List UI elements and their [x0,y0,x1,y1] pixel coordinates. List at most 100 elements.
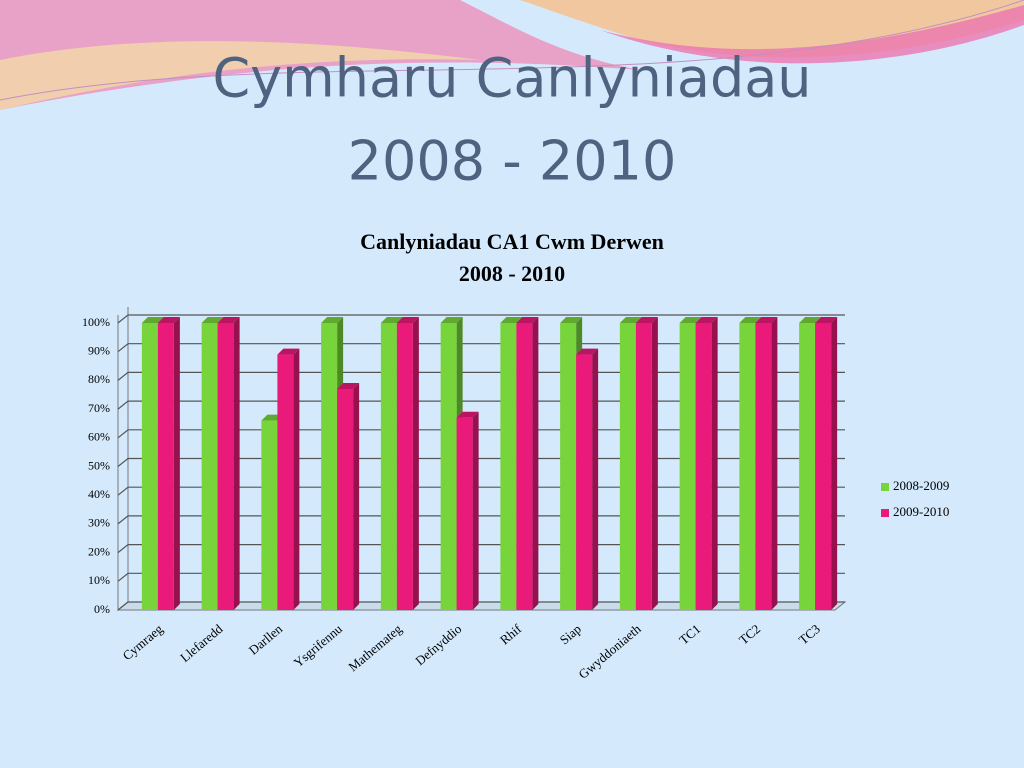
bar [141,323,158,610]
y-tick-label: 90% [88,343,110,357]
bar [217,323,234,610]
bar-top [560,317,583,323]
bar-top [157,317,180,323]
grid-line [117,429,845,439]
bar [277,354,294,610]
wave-line [0,0,1024,101]
bar [576,354,593,610]
grid-line [117,515,845,525]
bar [695,323,712,610]
x-tick-label: Rhif [497,621,525,648]
legend-swatch [881,509,889,517]
bar-side [532,317,539,610]
grid-line [117,343,845,353]
slide-title: 2008 - 2010 [348,130,677,193]
grid-line [117,543,845,554]
bar-top [799,317,822,323]
y-tick-label: 80% [88,372,110,386]
x-tick-label: Darllen [246,621,286,658]
bar-side [651,317,658,610]
bar [679,323,696,610]
grid-line [117,371,845,381]
bar-top [695,317,718,323]
bar-top [815,317,838,323]
bar-top [576,348,599,355]
bar-side [771,317,778,610]
grid-line [117,314,845,324]
legend-label: 2009-2010 [893,504,949,519]
bar-top [516,317,539,323]
bar-top [440,317,463,323]
bar-top [619,317,642,323]
x-tick-label: Gwyddoniaeth [575,621,644,682]
grid-line [117,572,845,582]
slide-title: Cymharu Canlyniadau [212,47,811,110]
bar-top [217,317,240,323]
bar [321,323,338,610]
y-tick-label: 30% [88,516,110,530]
bar-side [353,383,360,610]
bar-top [277,348,300,355]
bar [635,323,652,610]
bar-side [412,317,419,610]
x-tick-label: Llefaredd [177,621,226,665]
x-tick-label: TC3 [796,621,823,647]
wave-magenta [600,5,1024,64]
bar-top [201,317,224,323]
bar-top [500,317,523,323]
bar-side [293,348,300,610]
bar [396,323,413,610]
bar-side [592,348,599,610]
bar-top [635,317,658,323]
y-tick-label: 60% [88,430,110,444]
x-tick-label: Siap [557,621,584,647]
bar-top [141,317,164,323]
bar [337,389,354,610]
bar-top [380,317,403,323]
bar [560,323,577,610]
bar [157,323,174,610]
bar-top [321,317,344,323]
y-tick-label: 50% [88,458,110,472]
bar [440,323,457,610]
bar [815,323,832,610]
bar-side [472,411,479,610]
bar [739,323,756,610]
bar [456,417,473,610]
bar-side [831,317,838,610]
x-tick-label: TC1 [676,621,703,647]
bar-side [711,317,718,610]
chart-title: Canlyniadau CA1 Cwm Derwen [360,229,664,254]
y-tick-label: 0% [94,602,110,616]
plot-wall [117,307,129,612]
wave-yellow [0,41,480,111]
grid-line [117,486,845,496]
y-tick-label: 40% [88,487,110,501]
x-tick-label: Cymraeg [120,621,167,663]
y-tick-label: 100% [82,315,110,329]
y-tick-label: 20% [88,544,110,558]
bar-top [456,411,479,418]
bar-top [755,317,778,323]
x-tick-label: Mathemateg [345,621,405,675]
grid-line [117,601,845,611]
bar-top [396,317,419,323]
legend-label: 2008-2009 [893,478,949,493]
bar [755,323,772,610]
bar [201,323,218,610]
x-tick-label: TC2 [736,621,763,647]
bar [261,420,278,610]
x-tick-label: Defnyddio [412,621,464,668]
grid-line [117,457,845,467]
grid-line [117,400,845,410]
bar [799,323,816,610]
x-tick-label: Ysgrifennu [291,621,346,670]
legend-swatch [881,483,889,491]
bar-top [337,383,360,390]
bar-side [233,317,240,610]
bar [516,323,533,610]
bar [500,323,517,610]
y-tick-label: 70% [88,401,110,415]
